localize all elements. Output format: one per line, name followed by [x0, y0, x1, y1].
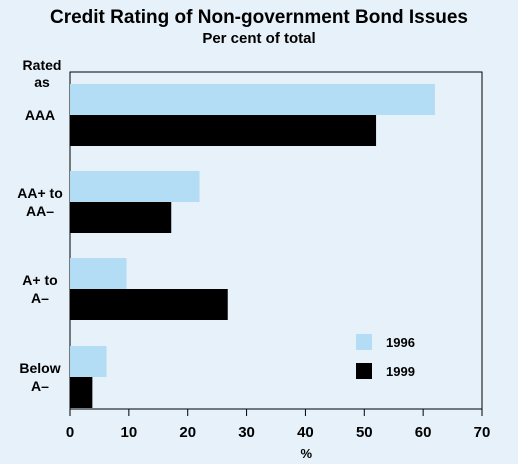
legend-label: 1999: [386, 364, 415, 379]
bar-1999-3: [70, 289, 228, 320]
plot-frame: [69, 71, 483, 410]
bar-1999-1: [70, 115, 377, 146]
legend-swatch: [356, 363, 372, 379]
x-tick-label: 10: [121, 424, 138, 441]
category-label: AA+ to AA–: [17, 185, 63, 219]
category-label: A+ to A–: [22, 272, 57, 306]
x-tick-label: 20: [179, 424, 196, 441]
x-axis-label: %: [301, 446, 313, 461]
bar-1996-4: [70, 346, 107, 377]
bar-1996-2: [70, 171, 200, 202]
chart-title: Credit Rating of Non-government Bond Iss…: [49, 7, 469, 28]
category-label: AAA: [25, 107, 55, 123]
x-tick-label: 0: [66, 424, 74, 441]
legend-swatch: [356, 334, 372, 350]
category-label: Below A–: [19, 360, 60, 394]
x-tick-label: 60: [415, 424, 432, 441]
x-tick-label: 50: [356, 424, 373, 441]
x-tick-label: 70: [474, 424, 491, 441]
bar-1999-2: [70, 202, 172, 233]
bar-1999-4: [70, 377, 93, 408]
chart-subtitle: Per cent of total: [202, 30, 316, 47]
x-tick-label: 40: [297, 424, 314, 441]
bar-1996-3: [70, 258, 127, 289]
legend-label: 1996: [386, 335, 415, 350]
x-tick-label: 30: [238, 424, 255, 441]
y-axis-label: Rated as: [23, 57, 62, 90]
bar-1996-1: [70, 84, 435, 115]
